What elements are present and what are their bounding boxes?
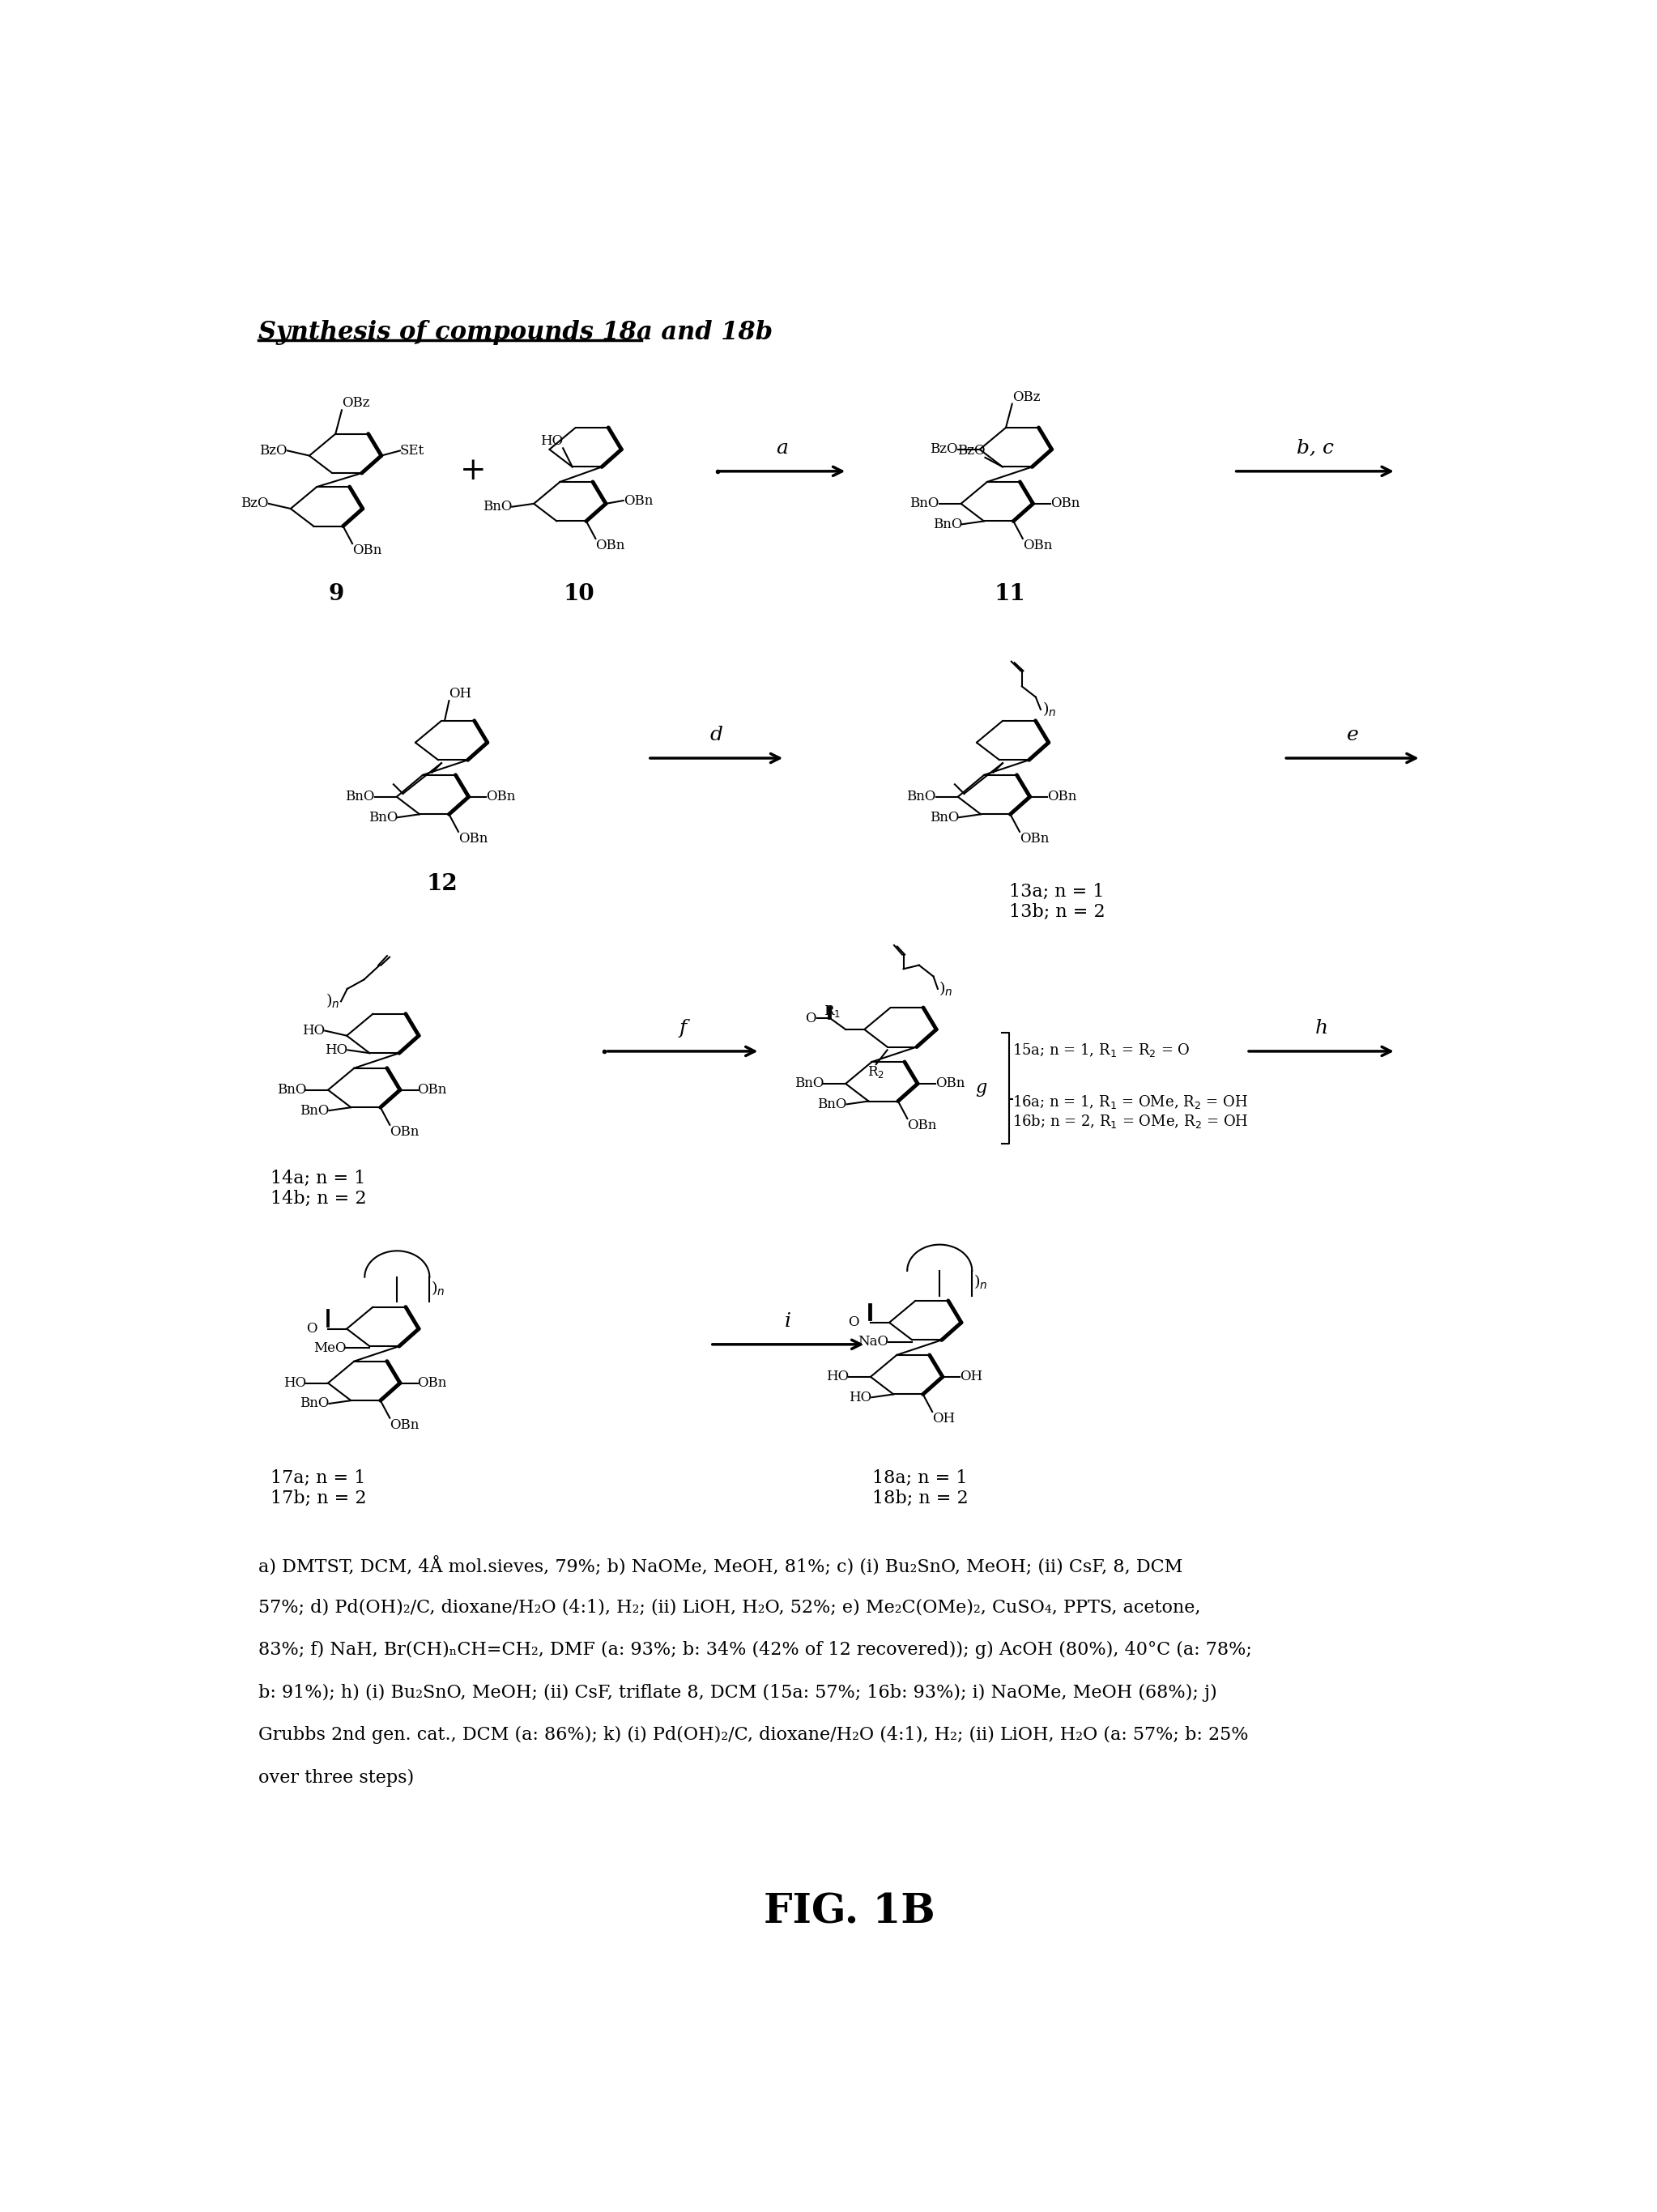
Text: g: g	[974, 1079, 986, 1097]
Text: OBn: OBn	[1022, 538, 1052, 553]
Text: BnO: BnO	[300, 1396, 330, 1411]
Text: e: e	[1347, 726, 1359, 745]
Text: OH: OH	[933, 1411, 954, 1425]
Text: OH: OH	[959, 1369, 983, 1385]
Text: OBn: OBn	[935, 1077, 964, 1091]
Text: OBz: OBz	[1012, 389, 1041, 405]
Text: OBn: OBn	[353, 544, 381, 557]
Text: 16b; n = 2, R$_1$ = OMe, R$_2$ = OH: 16b; n = 2, R$_1$ = OMe, R$_2$ = OH	[1012, 1113, 1248, 1130]
Text: BnO: BnO	[300, 1104, 330, 1117]
Text: )$_n$: )$_n$	[940, 980, 953, 998]
Text: 16a; n = 1, R$_1$ = OMe, R$_2$ = OH: 16a; n = 1, R$_1$ = OMe, R$_2$ = OH	[1012, 1093, 1248, 1110]
Text: b, c: b, c	[1296, 438, 1334, 458]
Text: OH: OH	[449, 688, 472, 701]
Text: 13b; n = 2: 13b; n = 2	[1009, 902, 1105, 920]
Text: NaO: NaO	[858, 1336, 888, 1349]
Text: BzO: BzO	[260, 445, 288, 458]
Text: 13a; n = 1: 13a; n = 1	[1009, 883, 1105, 900]
Text: 11: 11	[994, 584, 1026, 606]
Text: HO: HO	[848, 1391, 872, 1405]
Text: BnO: BnO	[906, 790, 936, 803]
Text: Grubbs 2nd gen. cat., DCM (a: 86%); k) (i) Pd(OH)₂/C, dioxane/H₂O (4:1), H₂; (ii: Grubbs 2nd gen. cat., DCM (a: 86%); k) (…	[258, 1725, 1248, 1743]
Text: h: h	[1314, 1020, 1327, 1037]
Text: BnO: BnO	[933, 518, 963, 531]
Text: O: O	[805, 1011, 815, 1024]
Text: BzO: BzO	[240, 498, 268, 511]
Text: BnO: BnO	[910, 498, 940, 511]
Text: 12: 12	[426, 874, 457, 896]
Text: 17a; n = 1: 17a; n = 1	[270, 1469, 366, 1486]
Text: OBn: OBn	[459, 832, 487, 845]
Text: BnO: BnO	[817, 1097, 847, 1110]
Text: OBn: OBn	[595, 538, 625, 553]
Text: SEt: SEt	[399, 445, 424, 458]
Text: i: i	[785, 1312, 792, 1332]
Text: MeO: MeO	[313, 1340, 346, 1356]
Text: 17b; n = 2: 17b; n = 2	[270, 1489, 366, 1506]
Text: a) DMTST, DCM, 4Å mol.sieves, 79%; b) NaOMe, MeOH, 81%; c) (i) Bu₂SnO, MeOH; (ii: a) DMTST, DCM, 4Å mol.sieves, 79%; b) Na…	[258, 1557, 1183, 1577]
Text: 14b; n = 2: 14b; n = 2	[270, 1190, 366, 1208]
Text: )$_n$: )$_n$	[1042, 701, 1057, 719]
Text: Synthesis of compounds 18a and 18b: Synthesis of compounds 18a and 18b	[258, 321, 772, 345]
Text: OBn: OBn	[418, 1084, 447, 1097]
Text: OBn: OBn	[908, 1119, 936, 1133]
Text: O: O	[848, 1316, 860, 1329]
Text: BnO: BnO	[930, 810, 959, 825]
Text: BzO: BzO	[958, 445, 986, 458]
Text: BnO: BnO	[794, 1077, 824, 1091]
Text: HO: HO	[825, 1369, 848, 1385]
Text: a: a	[775, 438, 787, 458]
Text: HO: HO	[540, 434, 563, 449]
Text: OBn: OBn	[486, 790, 515, 803]
Text: OBz: OBz	[341, 396, 370, 409]
Text: 14a; n = 1: 14a; n = 1	[270, 1170, 366, 1188]
Text: O: O	[307, 1323, 316, 1336]
Text: HO: HO	[325, 1044, 348, 1057]
Text: b: 91%); h) (i) Bu₂SnO, MeOH; (ii) CsF, triflate 8, DCM (15a: 57%; 16b: 93%); i): b: 91%); h) (i) Bu₂SnO, MeOH; (ii) CsF, …	[258, 1683, 1216, 1701]
Text: )$_n$: )$_n$	[431, 1279, 446, 1296]
Text: f: f	[679, 1020, 686, 1037]
Text: 18a; n = 1: 18a; n = 1	[872, 1469, 968, 1486]
Text: BnO: BnO	[482, 500, 512, 513]
Text: OBn: OBn	[389, 1126, 419, 1139]
Text: d: d	[709, 726, 722, 745]
Text: over three steps): over three steps)	[258, 1767, 414, 1787]
Text: 10: 10	[563, 584, 595, 606]
Text: 83%; f) NaH, Br(CH)ₙCH=CH₂, DMF (a: 93%; b: 34% (42% of 12 recovered)); g) AcOH : 83%; f) NaH, Br(CH)ₙCH=CH₂, DMF (a: 93%;…	[258, 1641, 1251, 1659]
Text: OBn: OBn	[389, 1418, 419, 1431]
Text: BnO: BnO	[345, 790, 374, 803]
Text: HO: HO	[302, 1024, 325, 1037]
Text: BnO: BnO	[277, 1084, 307, 1097]
Text: OBn: OBn	[1051, 498, 1080, 511]
Text: HO: HO	[283, 1376, 307, 1389]
Text: +: +	[461, 456, 487, 487]
Text: 18b; n = 2: 18b; n = 2	[872, 1489, 968, 1506]
Text: OBn: OBn	[1047, 790, 1077, 803]
Text: OBn: OBn	[623, 493, 653, 507]
Text: FIG. 1B: FIG. 1B	[764, 1891, 935, 1931]
Text: R$_1$: R$_1$	[824, 1004, 840, 1020]
Text: 57%; d) Pd(OH)₂/C, dioxane/H₂O (4:1), H₂; (ii) LiOH, H₂O, 52%; e) Me₂C(OMe)₂, Cu: 57%; d) Pd(OH)₂/C, dioxane/H₂O (4:1), H₂…	[258, 1599, 1200, 1617]
Text: BzO: BzO	[930, 442, 958, 456]
Text: 15a; n = 1, R$_1$ = R$_2$ = O: 15a; n = 1, R$_1$ = R$_2$ = O	[1012, 1042, 1190, 1060]
Text: )$_n$: )$_n$	[325, 993, 340, 1011]
Text: BnO: BnO	[368, 810, 398, 825]
Text: R$_2$: R$_2$	[868, 1064, 885, 1079]
Text: OBn: OBn	[1019, 832, 1049, 845]
Text: OBn: OBn	[418, 1376, 447, 1389]
Text: )$_n$: )$_n$	[973, 1272, 988, 1292]
Text: 9: 9	[328, 584, 343, 606]
